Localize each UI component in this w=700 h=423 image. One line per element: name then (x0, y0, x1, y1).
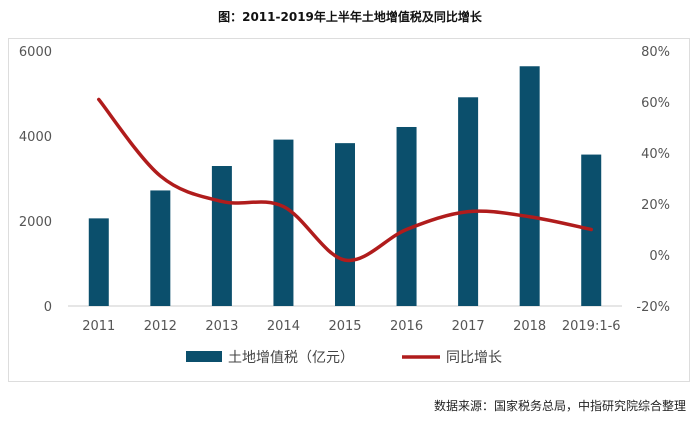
right-tick-label: 80% (641, 45, 670, 60)
bar (458, 97, 479, 306)
left-tick-label: 4000 (19, 130, 52, 145)
x-tick-label: 2018 (513, 319, 546, 334)
right-tick-label: 60% (641, 96, 670, 111)
x-tick-label: 2016 (390, 319, 423, 334)
growth-line (97, 97, 593, 263)
right-tick-label: -20% (636, 300, 670, 315)
right-tick-label: 20% (641, 198, 670, 213)
source-note: 数据来源：国家税务总局，中指研究院综合整理 (433, 399, 686, 413)
bar (335, 143, 355, 306)
x-tick-label: 2014 (267, 319, 300, 334)
legend-bar-label: 土地增值税（亿元） (228, 350, 354, 366)
bar (273, 139, 294, 306)
right-tick-label: 40% (641, 147, 670, 162)
left-tick-label: 6000 (19, 45, 52, 60)
legend-line-label: 同比增长 (446, 350, 502, 366)
bar (519, 66, 540, 306)
bar (150, 190, 171, 306)
bar (88, 218, 109, 306)
x-tick-label: 2012 (144, 319, 177, 334)
left-tick-label: 2000 (19, 215, 52, 230)
right-tick-label: 0% (649, 249, 670, 264)
x-tick-label: 2017 (452, 319, 485, 334)
chart-title: 图：2011-2019年上半年土地增值税及同比增长 (218, 10, 482, 24)
bar (396, 126, 417, 307)
x-tick-label: 2015 (328, 319, 361, 334)
left-tick-label: 0 (44, 300, 52, 315)
x-tick-label: 2019:1-6 (562, 319, 621, 334)
x-tick-label: 2013 (205, 319, 238, 334)
bar (211, 166, 232, 306)
x-tick-label: 2011 (82, 319, 115, 334)
chart-frame (8, 38, 690, 382)
legend-bar-swatch (186, 351, 222, 362)
